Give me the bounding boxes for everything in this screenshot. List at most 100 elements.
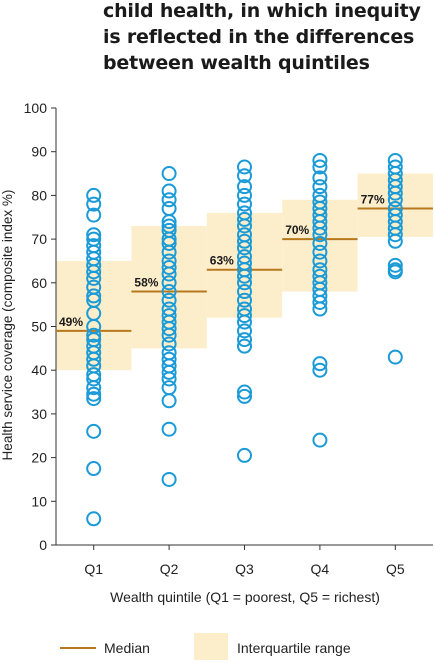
data-point [312, 301, 328, 317]
data-point [387, 227, 403, 243]
data-point [161, 327, 177, 343]
data-point [237, 275, 252, 291]
data-point [312, 244, 328, 260]
data-point [86, 380, 102, 396]
chart-title-line-2: is reflected in the differences [103, 26, 415, 48]
data-point [312, 253, 328, 269]
data-point [161, 364, 177, 380]
x-tick-label: Q3 [235, 561, 254, 577]
data-point [161, 336, 177, 352]
data-point [312, 432, 328, 448]
x-tick-label: Q1 [84, 561, 103, 577]
data-point [312, 294, 328, 310]
y-tick-label: 20 [31, 450, 47, 466]
data-point [86, 207, 102, 223]
data-point [387, 192, 403, 208]
data-point [86, 423, 102, 439]
median-label-q1: 49% [59, 315, 83, 329]
data-point [387, 264, 403, 280]
data-point [312, 362, 328, 378]
y-tick-label: 70 [31, 231, 47, 247]
data-point [86, 391, 102, 407]
data-point [161, 244, 177, 260]
axes: 0 10 20 30 40 50 60 70 80 90 100 Q1 Q2 Q3 Q4 Q5 [24, 100, 433, 577]
data-point [237, 323, 252, 339]
data-point [86, 327, 102, 343]
data-point [312, 170, 328, 186]
legend-iqr-label: Interquartile range [237, 640, 351, 656]
data-point [312, 179, 328, 195]
legend-median-label: Median [104, 640, 150, 656]
data-point [237, 332, 252, 348]
data-point [237, 168, 252, 184]
data-point [237, 268, 252, 284]
data-point [86, 264, 102, 280]
data-point [387, 185, 403, 201]
median-label-q5: 77% [361, 193, 385, 207]
data-point [161, 235, 177, 251]
data-point [237, 292, 252, 308]
y-tick-label: 0 [39, 537, 47, 553]
y-tick-label: 90 [31, 144, 47, 160]
data-point [161, 166, 177, 182]
data-point [161, 201, 177, 217]
iqr-box-q5 [357, 173, 433, 237]
data-point [237, 314, 252, 330]
y-tick-label: 80 [31, 187, 47, 203]
median-lines [56, 207, 433, 332]
data-point [86, 461, 102, 477]
data-point [237, 308, 252, 324]
data-point [312, 159, 328, 175]
data-point [161, 380, 177, 396]
legend-iqr-swatch [194, 633, 228, 660]
data-point [387, 257, 403, 273]
data-point [312, 227, 328, 243]
data-point [312, 152, 328, 168]
data-point [86, 187, 102, 203]
data-point [312, 235, 328, 251]
x-tick-label: Q4 [311, 561, 330, 577]
x-tick-label: Q5 [386, 561, 405, 577]
data-point [161, 266, 177, 282]
y-tick-label: 10 [31, 493, 47, 509]
data-point [86, 351, 102, 367]
data-point [161, 471, 177, 487]
data-point [237, 284, 252, 300]
data-point [161, 393, 177, 409]
data-point [387, 233, 403, 249]
chart-title-line-1: child health, in which inequity [103, 0, 421, 22]
data-point [237, 384, 252, 400]
data-point [237, 179, 252, 195]
y-tick-label: 40 [31, 362, 47, 378]
data-point [237, 447, 252, 463]
data-point [161, 321, 177, 337]
median-label-q3: 63% [210, 254, 234, 268]
y-tick-label: 60 [31, 275, 47, 291]
data-point [237, 187, 252, 203]
data-point [86, 270, 102, 286]
data-point [161, 292, 177, 308]
data-point [237, 218, 252, 234]
data-point [237, 159, 252, 175]
y-axis-label: Health service coverage (composite index… [0, 190, 15, 461]
data-point [86, 288, 102, 304]
chart-title-line-3: between wealth quintiles [103, 52, 370, 74]
iqr-box-q3 [206, 212, 283, 318]
data-point [237, 388, 252, 404]
x-axis-label: Wealth quintile (Q1 = poorest, Q5 = rich… [110, 589, 380, 605]
data-point [161, 260, 177, 276]
data-point [161, 183, 177, 199]
data-point [237, 211, 252, 227]
data-point [387, 349, 403, 365]
data-point [161, 421, 177, 437]
data-point [161, 192, 177, 208]
data-point [237, 196, 252, 212]
iqr-boxes [56, 173, 433, 371]
y-tick-label: 30 [31, 406, 47, 422]
median-labels: 49% 58% 63% 70% 77% [59, 193, 385, 329]
data-point [161, 275, 177, 291]
legend: Median Interquartile range [60, 633, 351, 660]
data-point [312, 356, 328, 372]
data-point [161, 371, 177, 387]
